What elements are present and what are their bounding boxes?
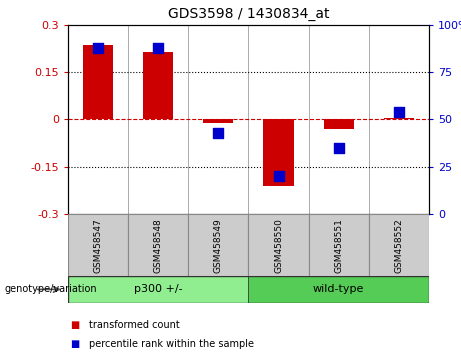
- Text: percentile rank within the sample: percentile rank within the sample: [89, 339, 254, 349]
- Bar: [143, 52, 173, 119]
- Bar: [248, 276, 429, 303]
- Text: p300 +/-: p300 +/-: [134, 284, 183, 295]
- Point: [154, 45, 162, 50]
- Bar: [308, 214, 369, 276]
- Bar: [369, 214, 429, 276]
- Point: [335, 145, 342, 151]
- Point: [95, 45, 102, 50]
- Text: GSM458549: GSM458549: [214, 218, 223, 273]
- Bar: [384, 118, 414, 119]
- Text: GSM458547: GSM458547: [94, 218, 103, 273]
- Title: GDS3598 / 1430834_at: GDS3598 / 1430834_at: [168, 7, 329, 21]
- Text: ■: ■: [71, 339, 80, 349]
- Point: [275, 173, 282, 179]
- Text: transformed count: transformed count: [89, 320, 180, 330]
- Text: GSM458550: GSM458550: [274, 218, 283, 273]
- Text: ■: ■: [71, 320, 80, 330]
- Text: GSM458548: GSM458548: [154, 218, 163, 273]
- Bar: [128, 214, 189, 276]
- Bar: [189, 214, 248, 276]
- Text: GSM458551: GSM458551: [334, 218, 343, 273]
- Text: wild-type: wild-type: [313, 284, 364, 295]
- Point: [395, 109, 402, 115]
- Bar: [68, 214, 128, 276]
- Bar: [68, 276, 248, 303]
- Bar: [324, 119, 354, 129]
- Bar: [203, 119, 233, 122]
- Bar: [83, 45, 113, 119]
- Text: GSM458552: GSM458552: [394, 218, 403, 273]
- Text: genotype/variation: genotype/variation: [5, 284, 97, 295]
- Bar: [248, 214, 308, 276]
- Point: [215, 130, 222, 136]
- Bar: [264, 119, 294, 186]
